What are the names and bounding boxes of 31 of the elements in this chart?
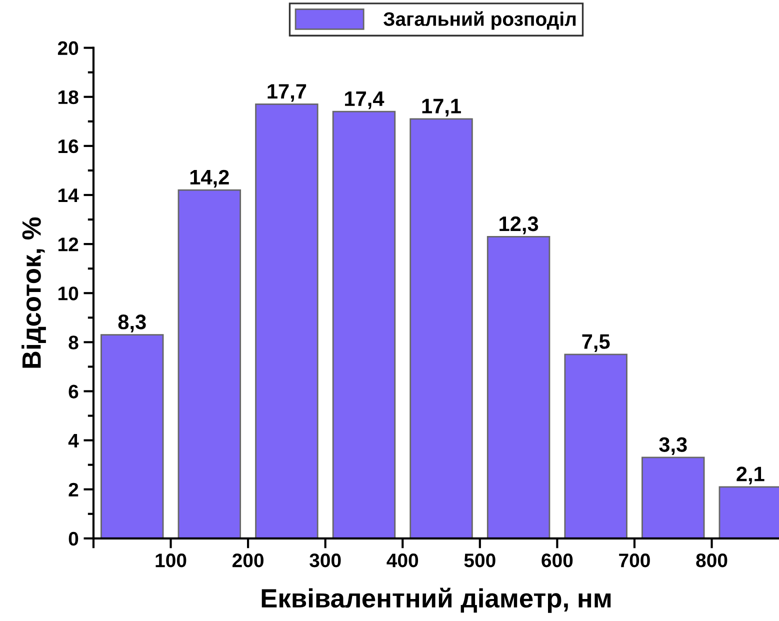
data-label: 3,3 [659, 437, 687, 455]
x-tick-label: 500 [464, 554, 496, 568]
data-label: 7,5 [582, 334, 610, 352]
y-tick-label: 12 [58, 238, 78, 252]
legend-label: Загальний розподіл [383, 11, 576, 30]
data-label: 17,1 [422, 98, 461, 116]
data-label: 17,4 [345, 92, 384, 110]
y-tick-label: 2 [68, 482, 78, 496]
x-tick-label: 100 [156, 554, 186, 568]
y-tick-label: 0 [68, 532, 78, 546]
data-label: 8,3 [118, 314, 146, 332]
x-tick-label: 200 [232, 554, 264, 568]
y-tick-label: 8 [68, 336, 78, 350]
y-tick-label: 16 [58, 139, 78, 154]
y-tick-label: 20 [58, 41, 78, 56]
y-tick-label: 10 [58, 286, 78, 300]
x-tick-label: 600 [542, 554, 573, 568]
x-axis-title: Еквівалентний діаметр, нм [262, 588, 611, 613]
data-label: 14,2 [190, 170, 229, 188]
data-label: 17,7 [268, 84, 306, 102]
x-tick-label: 800 [696, 554, 728, 568]
data-label: 12,3 [500, 216, 538, 234]
y-axis-title: Відсоток, % [22, 217, 46, 368]
y-tick-label: 4 [68, 434, 79, 448]
y-tick-label: 6 [68, 384, 78, 398]
y-tick-label: 14 [58, 188, 79, 202]
y-tick-label: 18 [58, 90, 78, 104]
x-tick-label: 400 [386, 554, 418, 568]
data-label: 2,1 [736, 466, 764, 484]
x-tick-label: 300 [310, 554, 341, 568]
x-tick-label: 700 [619, 554, 650, 568]
